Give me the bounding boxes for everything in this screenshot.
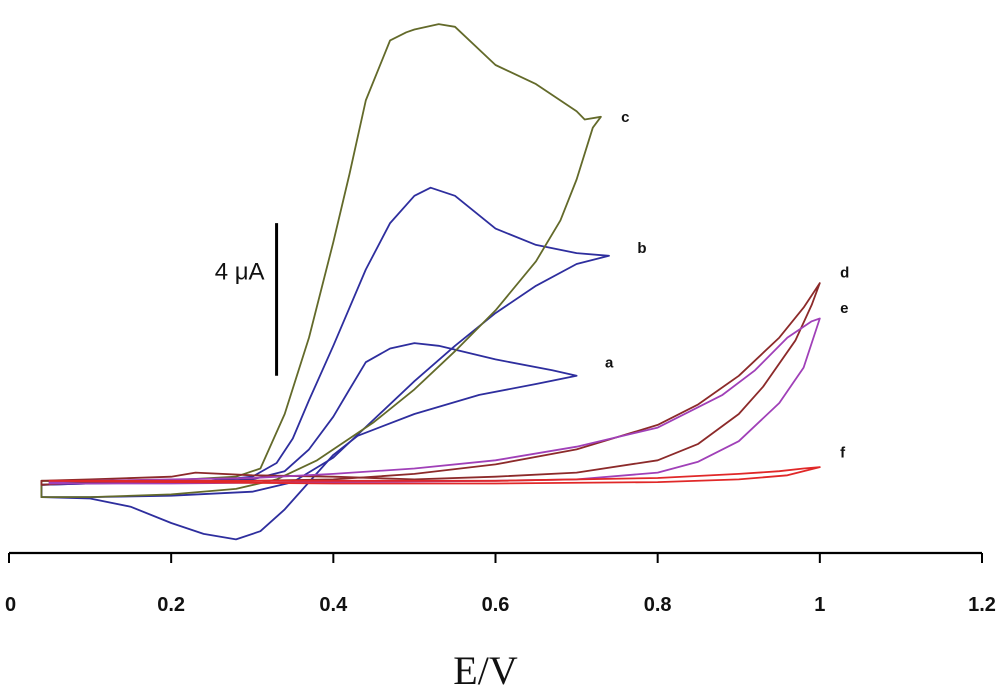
curves-layer <box>40 23 821 541</box>
curve-labels-layer: a b c d e f <box>605 109 849 461</box>
series-line-d <box>40 282 821 486</box>
x-axis-title: E/V <box>453 648 518 688</box>
x-tick-label: 1 <box>814 594 825 616</box>
series-label-f: f <box>840 445 846 462</box>
x-axis-ticks: 0 0.2 0.4 0.6 0.8 1 1.2 <box>5 553 996 616</box>
series-line-f <box>48 466 821 485</box>
series-label-a: a <box>605 355 614 372</box>
series-label-c: c <box>621 109 629 126</box>
x-tick-label: 0 <box>5 594 16 616</box>
x-axis: 0 0.2 0.4 0.6 0.8 1 1.2 E/V <box>5 551 996 688</box>
series-line-c <box>40 23 602 498</box>
series-line-b <box>40 186 610 498</box>
series-label-d: d <box>840 265 849 282</box>
series-label-b: b <box>637 240 646 257</box>
x-tick-label: 0.4 <box>319 594 348 616</box>
x-tick-label: 0.6 <box>482 594 510 616</box>
scale-bar-label: 4 μA <box>215 258 265 285</box>
x-tick-label: 0.8 <box>644 594 672 616</box>
series-label-e: e <box>840 300 848 317</box>
current-scale-bar: 4 μA <box>215 223 279 376</box>
x-tick-label: 1.2 <box>968 594 996 616</box>
x-tick-label: 0.2 <box>157 594 185 616</box>
series-line-a <box>40 342 578 541</box>
